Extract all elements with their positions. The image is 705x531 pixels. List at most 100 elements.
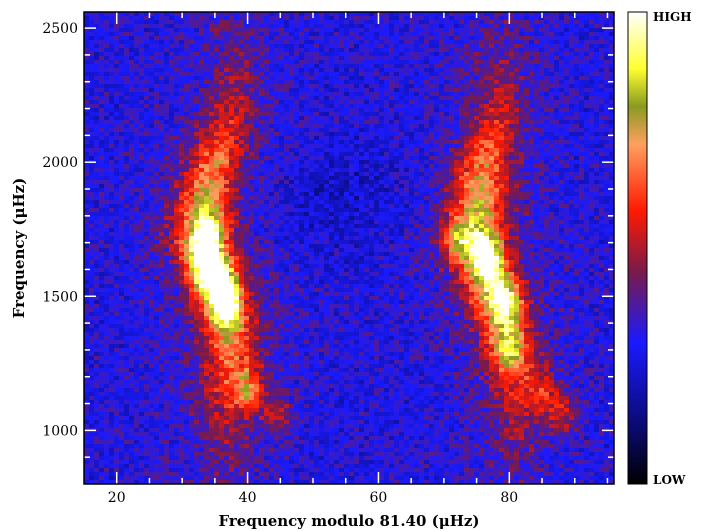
heatmap-cell — [499, 172, 505, 177]
heatmap-cell — [274, 168, 280, 173]
heatmap-cell — [264, 100, 270, 105]
heatmap-cell — [184, 176, 190, 181]
heatmap-cell — [464, 112, 470, 117]
heatmap-cell — [604, 100, 610, 105]
heatmap-cell — [489, 36, 495, 41]
heatmap-cell — [564, 48, 570, 53]
heatmap-cell — [449, 20, 455, 25]
heatmap-cell — [309, 48, 315, 53]
heatmap-cell — [559, 64, 565, 69]
heatmap-cell — [514, 104, 520, 109]
heatmap-cell — [314, 56, 320, 61]
heatmap-cell — [309, 56, 315, 61]
heatmap-cell — [89, 196, 95, 201]
heatmap-cell — [124, 36, 130, 41]
heatmap-cell — [314, 64, 320, 69]
heatmap-cell — [489, 40, 495, 45]
heatmap-cell — [94, 196, 100, 201]
heatmap-cell — [119, 32, 125, 37]
heatmap-cell — [589, 184, 595, 189]
heatmap-cell — [544, 108, 550, 113]
heatmap-cell — [369, 64, 375, 69]
heatmap-cell — [314, 88, 320, 93]
heatmap-cell — [504, 104, 510, 109]
heatmap-cell — [214, 140, 220, 145]
heatmap-cell — [219, 32, 225, 37]
heatmap-cell — [469, 96, 475, 101]
heatmap-cell — [369, 56, 375, 61]
heatmap-cell — [104, 48, 110, 53]
heatmap-cell — [209, 40, 215, 45]
heatmap-cell — [389, 172, 395, 177]
heatmap-cell — [254, 88, 260, 93]
heatmap-cell — [354, 24, 360, 29]
heatmap-cell — [404, 68, 410, 73]
heatmap-cell — [149, 60, 155, 65]
heatmap-cell — [489, 32, 495, 37]
heatmap-cell — [154, 124, 160, 129]
heatmap-cell — [269, 92, 275, 97]
heatmap-cell — [184, 96, 190, 101]
heatmap-cell — [444, 184, 450, 189]
heatmap-cell — [579, 132, 585, 137]
heatmap-cell — [129, 56, 135, 61]
heatmap-cell — [349, 132, 355, 137]
heatmap-cell — [239, 108, 245, 113]
heatmap-cell — [454, 60, 460, 65]
heatmap-cell — [399, 44, 405, 49]
heatmap-cell — [94, 188, 100, 193]
heatmap-cell — [104, 16, 110, 21]
heatmap-cell — [379, 16, 385, 21]
heatmap-cell — [574, 28, 580, 33]
heatmap-cell — [99, 56, 105, 61]
heatmap-cell — [144, 52, 150, 57]
heatmap-cell — [484, 96, 490, 101]
heatmap-cell — [389, 152, 395, 157]
heatmap-cell — [189, 68, 195, 73]
heatmap-cell — [594, 80, 600, 85]
heatmap-cell — [484, 28, 490, 33]
heatmap-cell — [389, 128, 395, 133]
heatmap-cell — [294, 72, 300, 77]
heatmap-cell — [584, 156, 590, 161]
heatmap-cell — [114, 88, 120, 93]
heatmap-cell — [404, 56, 410, 61]
heatmap-cell — [209, 44, 215, 49]
heatmap-cell — [424, 32, 430, 37]
heatmap-cell — [129, 40, 135, 45]
heatmap-cell — [179, 196, 185, 201]
heatmap-cell — [414, 116, 420, 121]
heatmap-cell — [364, 160, 370, 165]
heatmap-cell — [599, 76, 605, 81]
heatmap-cell — [454, 56, 460, 61]
heatmap-cell — [564, 56, 570, 61]
heatmap-cell — [289, 188, 295, 193]
heatmap-cell — [184, 88, 190, 93]
heatmap-cell — [329, 164, 335, 169]
heatmap-cell — [369, 40, 375, 45]
heatmap-cell — [294, 196, 300, 201]
heatmap-cell — [209, 52, 215, 57]
heatmap-cell — [509, 144, 515, 149]
heatmap-cell — [254, 192, 260, 197]
heatmap-cell — [264, 92, 270, 97]
heatmap-cell — [189, 184, 195, 189]
heatmap-cell — [284, 164, 290, 169]
heatmap-cell — [124, 132, 130, 137]
heatmap-cell — [394, 104, 400, 109]
heatmap-cell — [149, 92, 155, 97]
heatmap-cell — [409, 24, 415, 29]
heatmap-cell — [584, 148, 590, 153]
heatmap-cell — [189, 188, 195, 193]
heatmap-cell — [149, 180, 155, 185]
heatmap-cell — [149, 20, 155, 25]
heatmap-cell — [464, 52, 470, 57]
heatmap-cell — [244, 164, 250, 169]
heatmap-cell — [134, 148, 140, 153]
heatmap-cell — [449, 180, 455, 185]
heatmap-cell — [544, 84, 550, 89]
heatmap-cell — [484, 36, 490, 41]
heatmap-cell — [329, 188, 335, 193]
heatmap-cell — [229, 140, 235, 145]
heatmap-cell — [359, 144, 365, 149]
